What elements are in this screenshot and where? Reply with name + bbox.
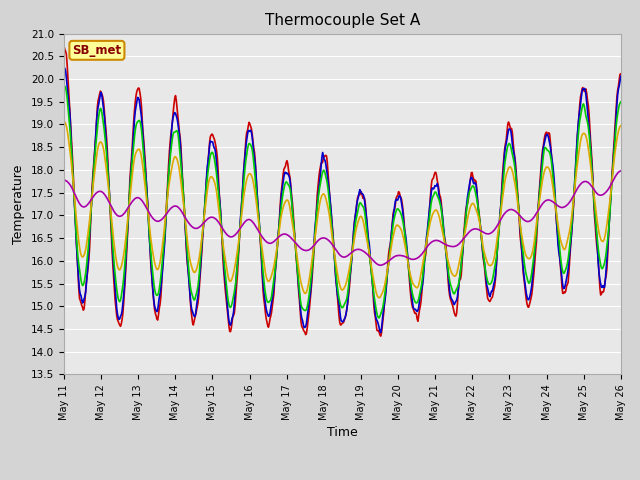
-16cm xyxy=(617,123,625,129)
-32cm xyxy=(60,177,68,183)
-8cm xyxy=(70,192,78,198)
-16cm xyxy=(184,243,192,249)
-16cm xyxy=(428,216,435,222)
-2cm xyxy=(377,333,385,339)
Legend: -2cm, -4cm, -8cm, -16cm, -32cm: -2cm, -4cm, -8cm, -16cm, -32cm xyxy=(150,476,535,480)
-32cm xyxy=(214,218,221,224)
-2cm xyxy=(617,71,625,77)
-16cm xyxy=(411,283,419,289)
-32cm xyxy=(127,200,135,205)
-8cm xyxy=(411,299,419,304)
-8cm xyxy=(184,257,192,263)
-2cm xyxy=(428,185,435,191)
-32cm xyxy=(411,256,419,262)
X-axis label: Time: Time xyxy=(327,426,358,439)
-4cm xyxy=(214,168,221,174)
Line: -16cm: -16cm xyxy=(64,121,621,298)
-32cm xyxy=(184,219,192,225)
Text: SB_met: SB_met xyxy=(72,44,122,57)
-4cm xyxy=(617,73,625,79)
-4cm xyxy=(70,195,78,201)
-8cm xyxy=(617,99,625,105)
Y-axis label: Temperature: Temperature xyxy=(12,164,26,244)
-32cm xyxy=(617,168,625,174)
-16cm xyxy=(127,180,135,186)
-16cm xyxy=(375,295,383,300)
Line: -4cm: -4cm xyxy=(64,68,621,333)
-32cm xyxy=(70,190,78,195)
-2cm xyxy=(127,157,135,163)
-4cm xyxy=(428,191,435,197)
-4cm xyxy=(411,306,419,312)
-16cm xyxy=(70,190,78,196)
-32cm xyxy=(428,240,435,245)
-8cm xyxy=(214,179,221,184)
-8cm xyxy=(428,201,435,207)
-4cm xyxy=(184,264,192,270)
-32cm xyxy=(377,263,385,268)
-2cm xyxy=(184,266,192,272)
-2cm xyxy=(411,311,419,316)
Line: -32cm: -32cm xyxy=(64,171,621,265)
-2cm xyxy=(70,191,78,197)
-16cm xyxy=(60,119,68,124)
-2cm xyxy=(214,155,221,161)
-8cm xyxy=(127,168,135,173)
-8cm xyxy=(374,315,382,321)
-4cm xyxy=(60,65,68,71)
-4cm xyxy=(377,330,385,336)
Line: -2cm: -2cm xyxy=(64,46,621,336)
-16cm xyxy=(214,194,221,200)
-8cm xyxy=(60,83,68,88)
-2cm xyxy=(60,43,68,49)
Line: -8cm: -8cm xyxy=(64,85,621,318)
Title: Thermocouple Set A: Thermocouple Set A xyxy=(265,13,420,28)
-4cm xyxy=(127,163,135,168)
